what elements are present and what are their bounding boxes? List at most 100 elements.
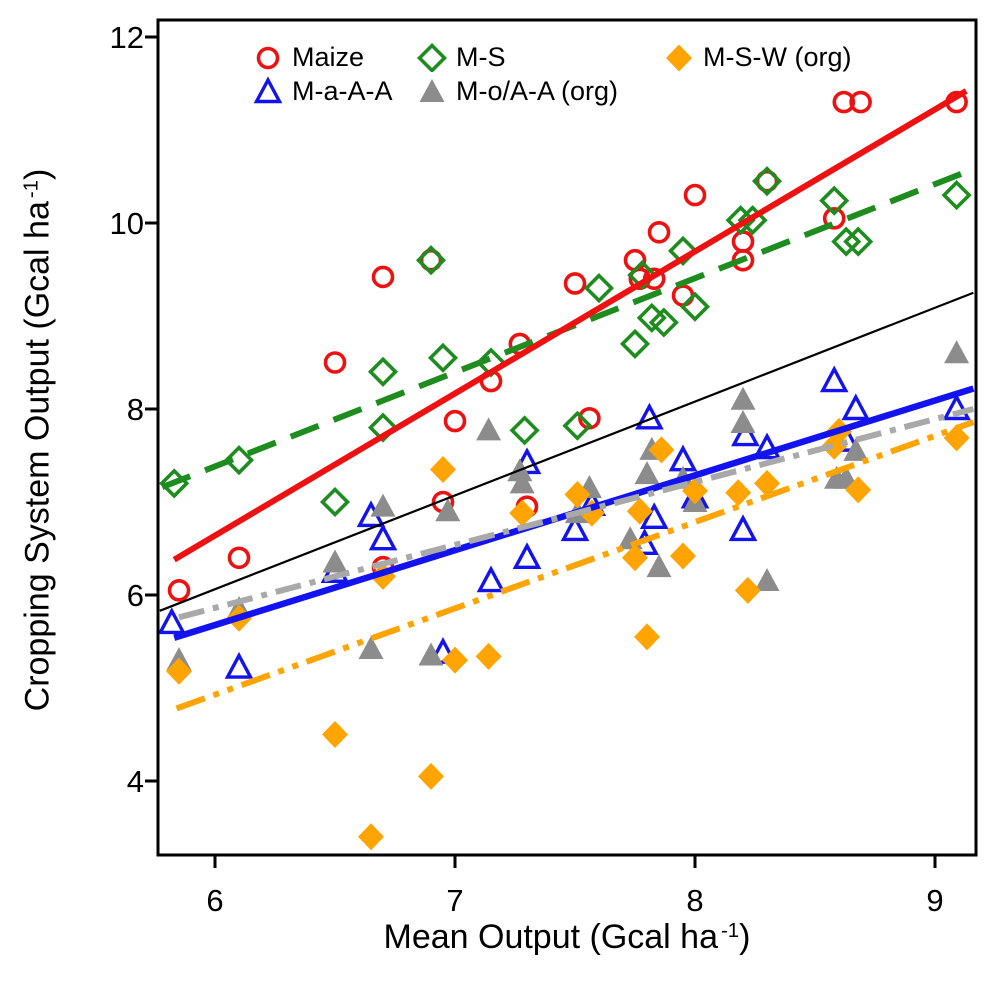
m-s-w-org--data-point [845, 476, 872, 504]
plot-frame [156, 18, 978, 857]
maize-data-point [849, 90, 872, 114]
m-a-a-a-data-point [752, 432, 782, 460]
m-s-data-point [367, 412, 399, 443]
trend-line-maize [172, 88, 968, 563]
m-s-w-org--data-point [564, 481, 591, 509]
maize-data-point [443, 409, 467, 433]
m-s-w-org--data-point [430, 455, 457, 483]
m-s-data-point [648, 307, 679, 338]
m-s-w-org--data-point [622, 544, 649, 572]
m-s-data-point [737, 205, 768, 236]
x-axis-title-text: Mean Output (Gcal ha [383, 918, 719, 956]
m-o-a-a-org--data-point [843, 437, 869, 461]
diamond-filled-glyph [666, 44, 692, 72]
y-tick-label: 12 [110, 20, 144, 55]
x-axis-title: Mean Output (Gcal ha -1) [158, 918, 976, 957]
triangle-open-glyph [253, 76, 283, 104]
legend-label-m-o-a-a-org: M-o/A-A (org) [456, 75, 619, 106]
m-o-a-a-org--data-point [370, 493, 396, 517]
x-tick-label: 7 [446, 883, 463, 918]
m-s-data-point [319, 486, 351, 518]
m-s-w-org--data-point [442, 646, 469, 674]
maize-legend-marker-icon [253, 42, 283, 72]
m-o-a-a-org-legend-marker-icon [417, 76, 447, 106]
m-s-data-point [819, 185, 850, 216]
m-s-data-point [367, 356, 399, 387]
m-s-data-point [843, 226, 874, 257]
m-s-legend-marker-icon [416, 42, 448, 74]
m-a-a-a-data-point [728, 514, 758, 542]
x-tick-label: 8 [686, 883, 703, 918]
m-s-data-point [679, 291, 711, 322]
m-s-data-point [636, 302, 667, 333]
m-s-w-org--data-point [754, 469, 781, 497]
m-s-w-org--data-point [626, 497, 653, 525]
legend-item-maize: Maize [253, 40, 364, 74]
m-a-a-a-data-point [368, 523, 398, 551]
m-s-w-org--data-point [358, 823, 385, 851]
maize-data-point [167, 579, 191, 602]
m-s-data-point [831, 226, 862, 257]
m-s-w-org--data-point [322, 721, 349, 748]
maize-data-point [563, 272, 587, 295]
maize-data-point [323, 351, 347, 374]
m-o-a-a-org--data-point [634, 461, 660, 485]
m-a-a-a-data-point [942, 393, 971, 421]
legend-label-maize: Maize [292, 41, 365, 72]
y-axis-title-superscript: -1 [20, 179, 43, 199]
m-s-w-org--data-point [943, 424, 970, 452]
m-s-w-org--data-point [670, 542, 697, 570]
y-tick-label: 10 [110, 206, 144, 241]
maize-data-point [832, 90, 856, 114]
trend-line-m-o-a-a-org- [178, 406, 975, 621]
m-a-a-a-data-point [731, 419, 760, 447]
m-a-a-a-legend-marker-icon [253, 76, 283, 106]
x-tick-label: 6 [206, 883, 223, 918]
maize-data-point [623, 248, 647, 272]
maize-data-point [671, 284, 695, 307]
m-s-data-point [619, 328, 651, 359]
m-s-w-org-legend-marker-icon [664, 42, 694, 72]
m-s-w-org--data-point [682, 477, 709, 505]
m-s-data-point [627, 260, 658, 291]
m-s-data-point [509, 415, 540, 446]
m-s-data-point [941, 180, 972, 211]
legend-label-m-s: M-S [456, 41, 506, 72]
x-axis-title-superscript: -1 [721, 919, 740, 942]
m-o-a-a-org--data-point [322, 549, 348, 573]
circle-open-glyph [256, 46, 280, 70]
triangle-filled-icon [419, 79, 445, 102]
maize-data-point [371, 265, 395, 289]
legend-item-m-s-w-org: M-S-W (org) [664, 40, 851, 74]
diamond-filled-icon [666, 44, 692, 72]
x-tick-label: 9 [926, 883, 943, 918]
m-o-a-a-org--data-point [944, 340, 970, 364]
m-a-a-a-data-point [560, 514, 590, 542]
legend-item-m-s: M-S [416, 40, 506, 74]
m-s-w-org--data-point [475, 642, 502, 670]
x-axis-title-close: ) [739, 918, 751, 956]
triangle-open-icon [253, 76, 283, 104]
m-a-a-a-data-point [476, 565, 506, 593]
m-o-a-a-org--data-point [418, 642, 444, 666]
m-s-w-org--data-point [725, 479, 752, 507]
m-a-a-a-data-point [157, 607, 187, 635]
m-a-a-a-data-point [512, 542, 542, 569]
m-a-a-a-data-point [224, 651, 254, 679]
m-s-data-point [583, 273, 615, 304]
m-s-data-point [667, 235, 699, 266]
m-s-w-org--data-point [634, 623, 661, 651]
y-tick-label: 4 [127, 764, 144, 799]
m-s-w-org--data-point [418, 762, 445, 790]
m-o-a-a-org--data-point [435, 498, 461, 522]
legend-label-m-a-a-a: M-a-A-A [292, 75, 393, 106]
m-a-a-a-data-point [841, 393, 871, 421]
maize-data-point [731, 230, 755, 253]
maize-data-point [227, 546, 251, 570]
triangle-filled-glyph [419, 79, 445, 102]
legend-item-m-o-a-a-org: M-o/A-A (org) [417, 74, 618, 108]
maize-data-point [683, 183, 707, 207]
y-axis-title-text: Cropping System Output (Gcal ha [18, 201, 57, 712]
trend-line-m-s-w-org- [175, 419, 975, 712]
